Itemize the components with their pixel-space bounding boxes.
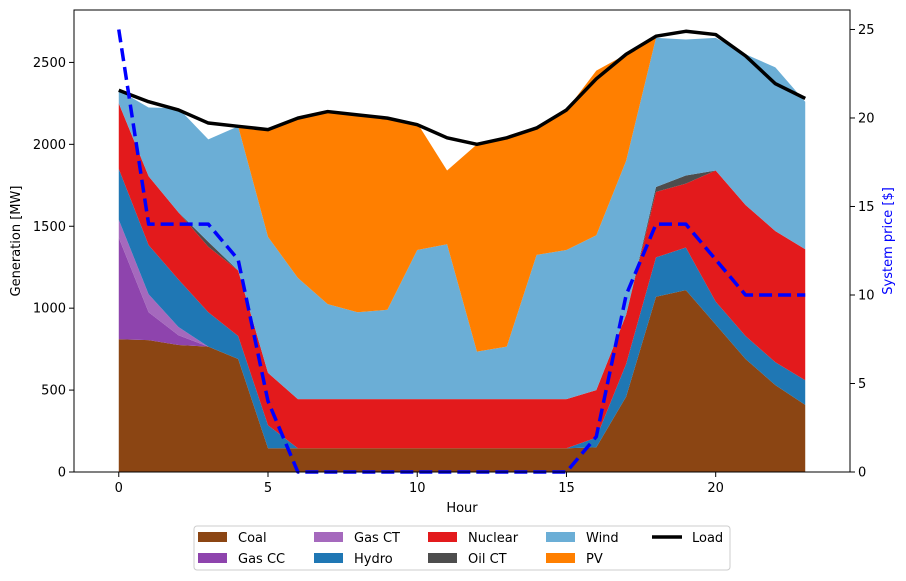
- y2-tick-label: 10: [858, 288, 875, 303]
- y-tick-label: 2500: [33, 56, 66, 71]
- stacked-areas: [118, 37, 806, 472]
- plot-frame: [73, 9, 851, 473]
- x-tick-label: 10: [409, 481, 426, 496]
- legend-swatch-gas-ct: [314, 532, 343, 542]
- y-axis-ticks: 0 500 1000 1500 2000 2500: [33, 56, 74, 481]
- y2-tick-label: 20: [858, 111, 875, 126]
- x-axis-ticks: 0 5 10 15 20: [115, 472, 724, 496]
- legend-swatch-wind: [546, 532, 575, 542]
- x-tick-label: 15: [558, 481, 575, 496]
- y2-axis-title: System price [$]: [881, 187, 896, 295]
- legend-label-gas-ct: Gas CT: [354, 531, 400, 546]
- y2-tick-label: 25: [858, 23, 875, 38]
- y-tick-label: 1000: [33, 302, 66, 317]
- y2-tick-label: 0: [858, 466, 866, 481]
- legend-label-gas-cc: Gas CC: [238, 552, 285, 567]
- legend-swatch-oil-ct: [428, 553, 457, 563]
- area-pv: [118, 37, 806, 352]
- legend-label-hydro: Hydro: [354, 552, 393, 567]
- y2-tick-label: 15: [858, 200, 875, 215]
- legend-swatch-nuclear: [428, 532, 457, 542]
- legend-swatch-coal: [198, 532, 227, 542]
- y-axis-title: Generation [MW]: [9, 186, 24, 297]
- legend-label-nuclear: Nuclear: [468, 531, 519, 546]
- legend-swatch-hydro: [314, 553, 343, 563]
- y2-tick-label: 5: [858, 377, 866, 392]
- x-axis-title: Hour: [446, 501, 478, 516]
- legend-swatch-gas-cc: [198, 553, 227, 563]
- y-tick-label: 0: [58, 466, 66, 481]
- x-tick-label: 0: [115, 481, 123, 496]
- y-tick-label: 2000: [33, 138, 66, 153]
- area-wind: [118, 37, 806, 400]
- y-tick-label: 1500: [33, 220, 66, 235]
- legend-label-coal: Coal: [238, 531, 267, 546]
- legend-swatch-pv: [546, 553, 575, 563]
- y2-axis-ticks: 0 5 10 15 20 25: [850, 23, 875, 481]
- y-tick-label: 500: [41, 384, 66, 399]
- x-tick-label: 20: [707, 481, 724, 496]
- legend-label-pv: PV: [586, 552, 603, 567]
- area-coal: [118, 290, 806, 472]
- load-line: [118, 29, 807, 147]
- legend-label-load: Load: [692, 531, 723, 546]
- x-tick-label: 5: [264, 481, 272, 496]
- legend-label-wind: Wind: [586, 531, 619, 546]
- legend-label-oil-ct: Oil CT: [468, 552, 507, 567]
- legend: Coal Gas CC Gas CT Hydro Nuclear Oil CT Wind PV…: [193, 525, 731, 571]
